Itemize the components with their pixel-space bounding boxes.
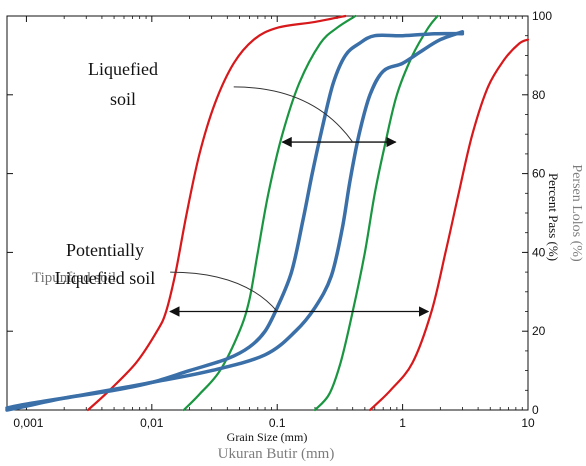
x-tick-label: 0,001 [13,416,43,430]
x-axis-label: Grain Size (mm) [227,430,308,444]
y-axis-label-ghost: Persen Lolos (%) [569,164,584,262]
liquefied-leader-line [233,86,354,143]
series-line-1 [86,14,347,412]
series-line-3 [182,14,357,412]
series-line-4 [313,14,439,412]
x-tick-label: 10 [521,416,535,430]
y-axis-label: Percent Pass (%) [546,173,561,261]
potentially-label-line-2: Liquefied soil [55,268,155,288]
x-axis-ticks: 0,001 0,01 0.1 1 10 [13,16,535,430]
y-tick-label: 40 [532,245,546,259]
y-tick-label: 0 [532,403,539,417]
annotations-group: Tipunfied soil Liquefied soil Potentially Li… [32,59,430,317]
potentially-leader-line [170,271,278,312]
x-tick-label: 1 [399,416,406,430]
y-tick-label: 80 [532,88,546,102]
series-line-6 [5,30,465,410]
series-group [5,14,530,412]
liquefied-label-line-1: Liquefied [88,59,158,79]
potentially-label-line-1: Potentially [66,240,144,260]
liquefied-label-line-2: soil [110,89,136,109]
y-tick-label: 60 [532,167,546,181]
x-tick-label: 0.1 [269,416,286,430]
series-line-5 [5,31,465,412]
plot-area [6,15,529,411]
x-axis-label-ghost: Ukuran Butir (mm) [218,446,335,462]
y-tick-label: 100 [532,9,552,23]
y-axis-ticks: 0 20 40 60 80 100 [7,9,552,417]
series-line-2 [368,38,530,412]
y-tick-label: 20 [532,324,546,338]
x-tick-label: 0,01 [140,416,164,430]
ghost-label: Tipunfied soil [32,270,116,286]
